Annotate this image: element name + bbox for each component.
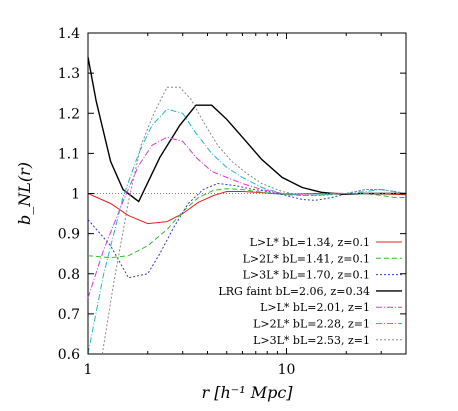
y-tick-label: 1	[71, 187, 80, 203]
ticks-group: 0.6 0.7 0.8 0.9 1 1.1 1.2 1.3 1.4 1 10	[58, 26, 407, 378]
y-tick-label: 1.3	[58, 66, 80, 82]
legend-label: L>L* bL=1.34, z=0.1	[250, 236, 370, 249]
y-axis-title: b_NL(r)	[15, 162, 34, 225]
x-tick-label: 10	[278, 362, 296, 378]
y-tick-label: 0.9	[58, 227, 80, 243]
y-tick-label: 1.2	[58, 106, 80, 122]
x-tick-label: 1	[84, 362, 93, 378]
x-axis-title: r [h⁻¹ Mpc]	[201, 383, 293, 402]
legend-label: L>L* bL=2.01, z=1	[260, 301, 370, 314]
legend-label: L>3L* bL=2.53, z=1	[253, 334, 370, 347]
legend-label: LRG faint bL=2.06, z=0.34	[218, 285, 370, 298]
series-group	[87, 56, 407, 355]
series-line-5	[87, 136, 406, 298]
y-tick-label: 1.1	[58, 146, 80, 162]
series-line-6	[87, 108, 407, 355]
legend-label: L>2L* bL=2.28, z=1	[253, 318, 370, 331]
series-line-4	[87, 56, 406, 203]
y-tick-label: 0.7	[58, 307, 80, 323]
y-tick-label: 1.4	[58, 26, 80, 42]
legend: L>L* bL=1.34, z=0.1 L>2L* bL=1.41, z=0.1 L…	[218, 236, 402, 347]
series-line-1	[87, 191, 407, 225]
legend-label: L>2L* bL=1.41, z=0.1	[243, 252, 370, 265]
legend-label: L>3L* bL=1.70, z=0.1	[243, 269, 370, 282]
y-tick-label: 0.6	[58, 347, 80, 363]
series-line-7	[101, 86, 407, 355]
y-tick-label: 0.8	[58, 267, 80, 283]
